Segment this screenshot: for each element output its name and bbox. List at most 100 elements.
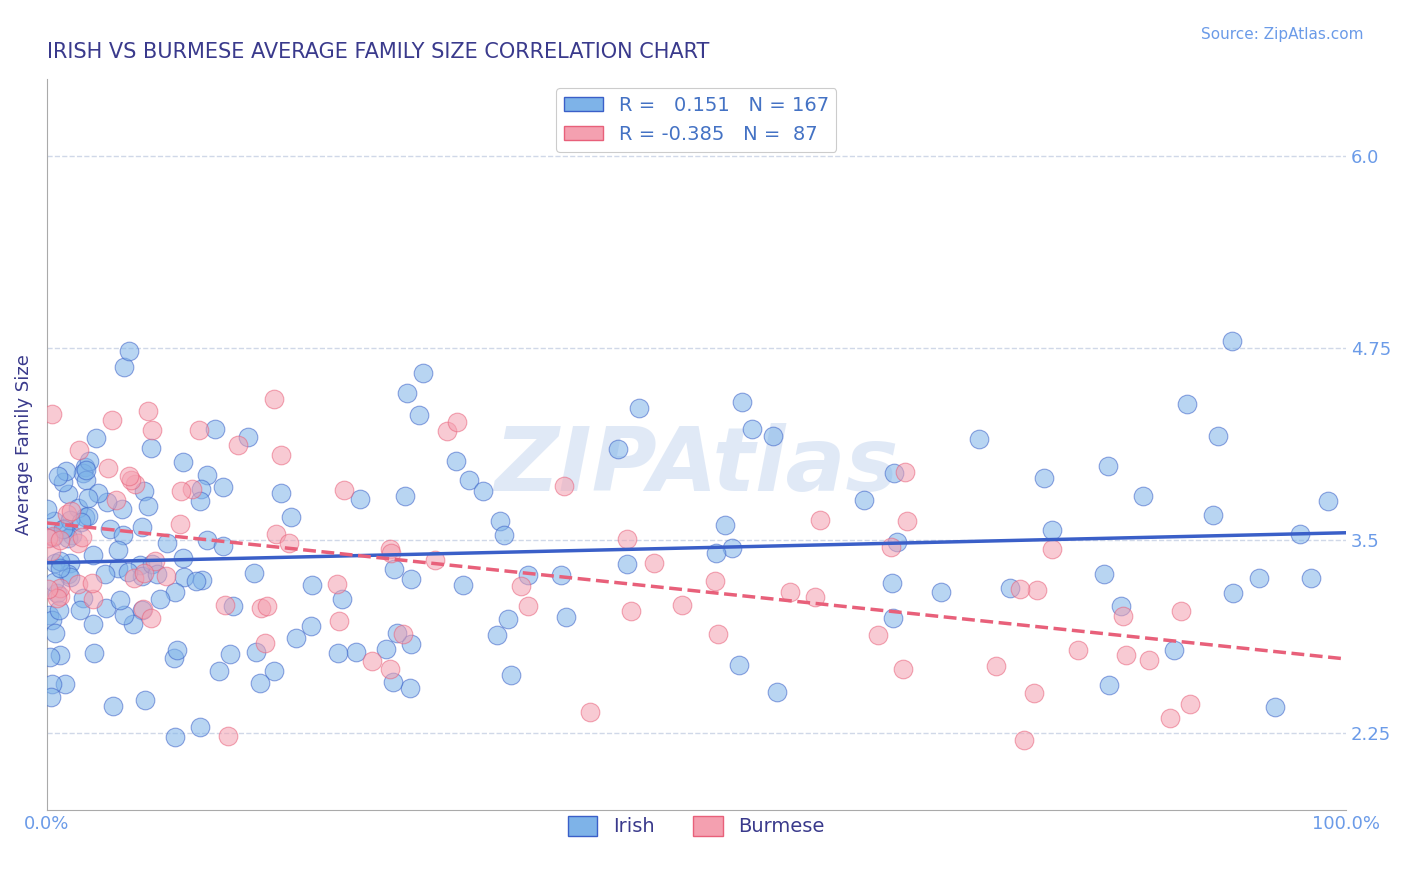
Point	[886, 535, 908, 549]
Text: ZIPAtlas: ZIPAtlas	[494, 423, 898, 509]
Point	[380, 541, 402, 556]
Point	[1025, 582, 1047, 597]
Point	[46, 469, 69, 483]
Point	[48, 589, 70, 603]
Point	[277, 536, 299, 550]
Point	[44, 625, 66, 640]
Point	[333, 483, 356, 498]
Point	[264, 527, 287, 541]
Point	[517, 599, 540, 614]
Point	[1067, 642, 1090, 657]
Point	[180, 482, 202, 496]
Point	[134, 692, 156, 706]
Point	[808, 513, 831, 527]
Point	[143, 553, 166, 567]
Point	[853, 492, 876, 507]
Point	[70, 515, 93, 529]
Point	[212, 539, 235, 553]
Point	[328, 615, 350, 629]
Point	[49, 533, 72, 547]
Point	[328, 646, 350, 660]
Point	[1206, 429, 1229, 443]
Point	[55, 464, 77, 478]
Point	[412, 366, 434, 380]
Point	[149, 591, 172, 606]
Point	[42, 514, 65, 528]
Point	[1299, 570, 1322, 584]
Point	[107, 543, 129, 558]
Point	[250, 601, 273, 615]
Point	[173, 570, 195, 584]
Point	[553, 478, 575, 492]
Point	[139, 442, 162, 456]
Point	[110, 592, 132, 607]
Point	[741, 422, 763, 436]
Point	[509, 579, 531, 593]
Point	[488, 514, 510, 528]
Point	[191, 573, 214, 587]
Point	[188, 423, 211, 437]
Point	[385, 626, 408, 640]
Point	[217, 729, 239, 743]
Point	[1000, 581, 1022, 595]
Point	[41, 677, 63, 691]
Point	[879, 540, 901, 554]
Point	[122, 571, 145, 585]
Point	[896, 514, 918, 528]
Point	[1159, 711, 1181, 725]
Y-axis label: Average Family Size: Average Family Size	[15, 354, 32, 534]
Point	[38, 607, 60, 622]
Point	[245, 645, 267, 659]
Point	[56, 566, 79, 581]
Point	[285, 632, 308, 646]
Point	[1178, 697, 1201, 711]
Point	[104, 493, 127, 508]
Point	[396, 386, 419, 401]
Point	[360, 655, 382, 669]
Point	[408, 409, 430, 423]
Point	[69, 603, 91, 617]
Point	[58, 513, 80, 527]
Point	[195, 468, 218, 483]
Point	[704, 546, 727, 560]
Point	[132, 566, 155, 580]
Point	[138, 404, 160, 418]
Point	[87, 486, 110, 500]
Point	[82, 616, 104, 631]
Point	[84, 431, 107, 445]
Point	[94, 566, 117, 581]
Point	[263, 392, 285, 407]
Point	[394, 489, 416, 503]
Point	[779, 585, 801, 599]
Point	[1170, 604, 1192, 618]
Point	[891, 662, 914, 676]
Point	[76, 509, 98, 524]
Point	[882, 610, 904, 624]
Point	[44, 556, 66, 570]
Point	[52, 522, 75, 536]
Point	[1175, 397, 1198, 411]
Point	[117, 565, 139, 579]
Point	[124, 477, 146, 491]
Point	[1008, 582, 1031, 596]
Point	[517, 567, 540, 582]
Point	[131, 520, 153, 534]
Point	[48, 603, 70, 617]
Point	[607, 442, 630, 456]
Point	[221, 599, 243, 613]
Point	[141, 611, 163, 625]
Point	[121, 617, 143, 632]
Point	[226, 438, 249, 452]
Point	[620, 604, 643, 618]
Point	[73, 460, 96, 475]
Point	[344, 645, 367, 659]
Point	[107, 561, 129, 575]
Point	[578, 705, 600, 719]
Point	[41, 407, 63, 421]
Point	[77, 454, 100, 468]
Point	[380, 546, 402, 560]
Point	[188, 494, 211, 508]
Point	[45, 585, 67, 599]
Point	[866, 628, 889, 642]
Point	[172, 551, 194, 566]
